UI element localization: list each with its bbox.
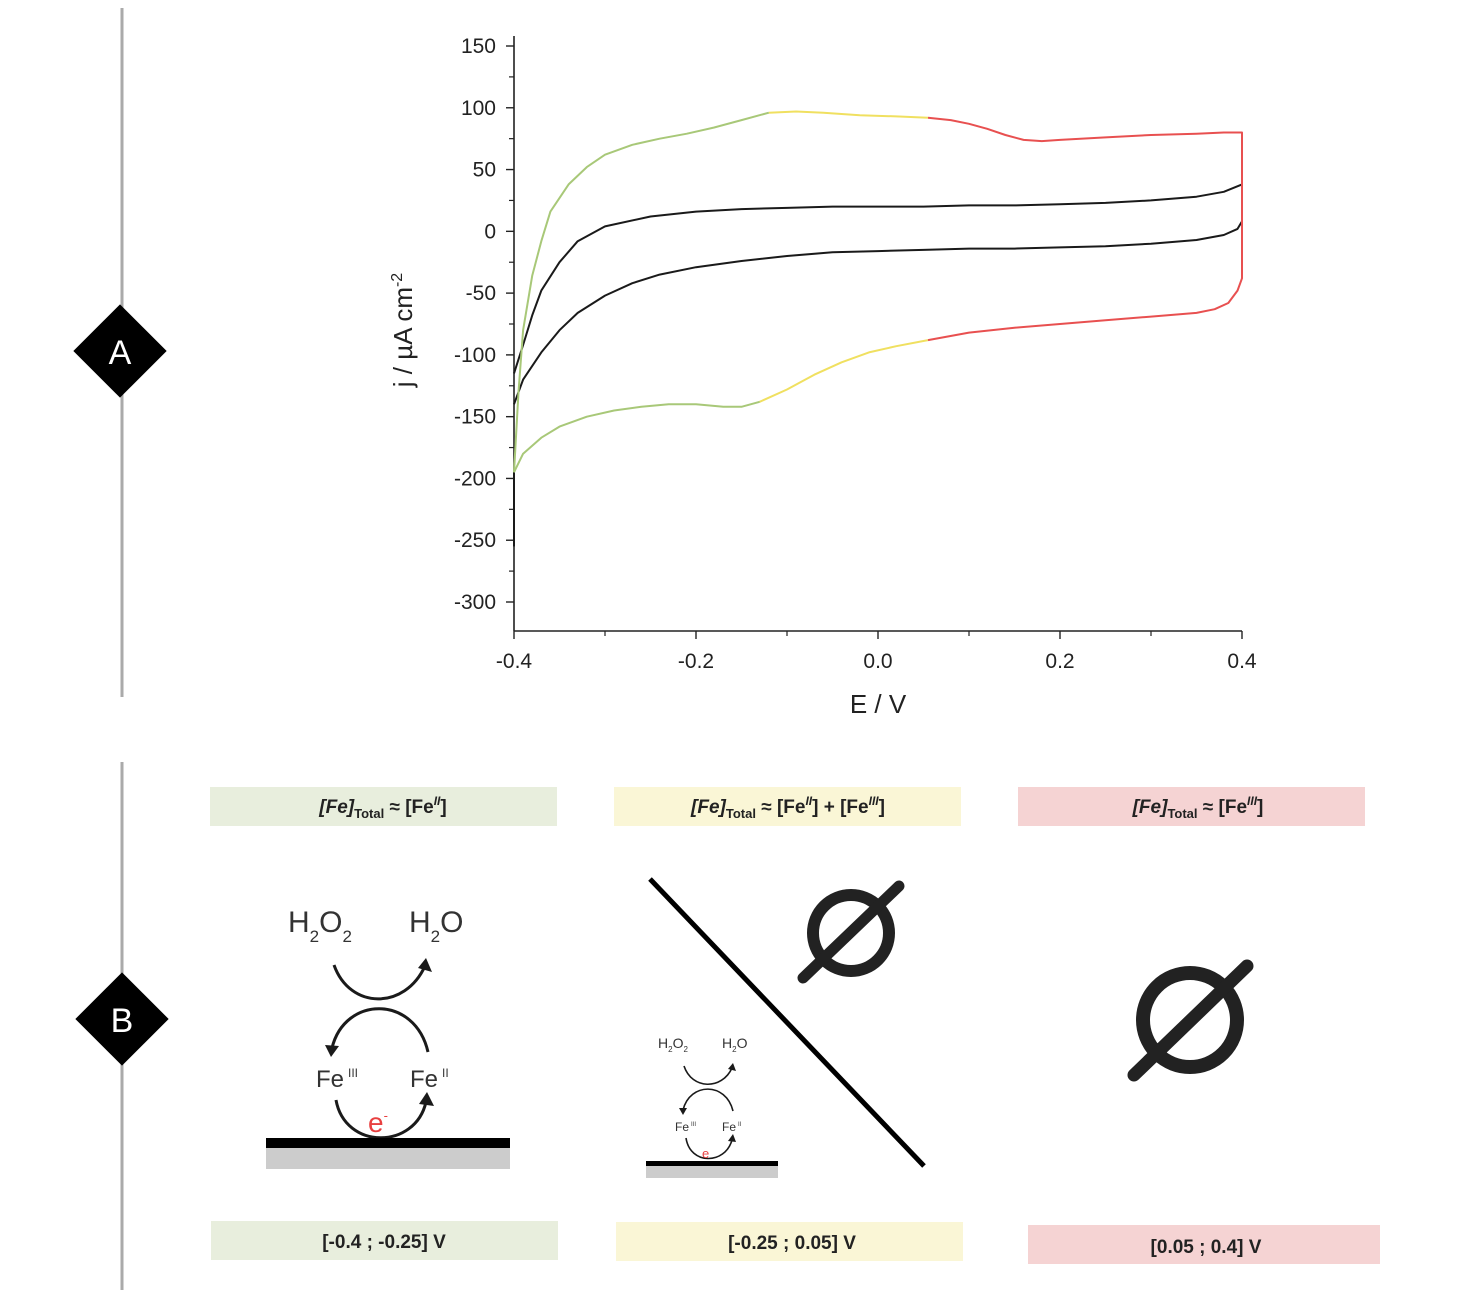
electrode-arc-small <box>685 1137 733 1160</box>
series-1-segment-3 <box>768 110 929 119</box>
x-tick-label: -0.2 <box>678 650 714 673</box>
empty-set-icon-large <box>1127 959 1254 1082</box>
x-tick-label: 0.2 <box>1045 650 1074 673</box>
panel-b-label: B <box>111 1002 134 1040</box>
series-1-segment-1 <box>759 339 929 403</box>
green-range-box: [-0.4 ; -0.25] V <box>211 1221 558 1260</box>
y-tick-label: 150 <box>461 35 496 58</box>
yellow-range-box: [-0.25 ; 0.05] V <box>616 1222 963 1261</box>
lower-arc-large <box>330 1007 430 1053</box>
y-tick-label: -150 <box>454 406 496 429</box>
upper-arc-large <box>332 964 427 1001</box>
panel-a-badge: A <box>73 304 167 398</box>
red-header-sup: III <box>1247 794 1258 808</box>
yellow-header-sup1: II <box>805 794 812 808</box>
y-tick-label: -200 <box>454 467 496 490</box>
y-tick-label: -100 <box>454 344 496 367</box>
x-tick-label: -0.4 <box>496 650 533 673</box>
h2o-label-large: H2O <box>409 906 463 946</box>
arrow-head-h2o-small <box>728 1063 736 1071</box>
series-1-segment-2 <box>927 116 1243 342</box>
arrow-head-h2o-large <box>418 958 432 972</box>
y-tick-label: 50 <box>473 159 496 182</box>
green-header-sub: Total <box>354 806 384 821</box>
h2o-label-small: H2O <box>722 1035 748 1054</box>
electron-label-small: e <box>702 1146 709 1161</box>
fenton-scheme-large: H2O2 H2O Fe III Fe II e- <box>266 906 510 1169</box>
red-header-fe: [Fe] <box>1132 797 1169 818</box>
red-range-box: [0.05 ; 0.4] V <box>1028 1225 1380 1264</box>
yellow-header-mid: ≈ [Fe <box>756 797 806 818</box>
red-header-end: ] <box>1257 797 1263 818</box>
cv-chart: -0.4 -0.2 0.0 0.2 0.4 150 100 50 0 -50 -100 -150 -20… <box>388 35 1257 719</box>
yellow-header-sup2: III <box>869 794 880 808</box>
series-0-segment-0 <box>513 183 1243 405</box>
y-axis-title: j / µA cm-2 <box>388 273 418 389</box>
yellow-range-label: [-0.25 ; 0.05] V <box>728 1233 856 1254</box>
arrow-head-fe2-small <box>728 1134 736 1142</box>
h2o2-label-small: H2O2 <box>658 1035 688 1054</box>
svg-text:[Fe]Total ≈ [FeIII]: [Fe]Total ≈ [FeIII] <box>1132 794 1264 821</box>
series-1-segment-0 <box>513 400 760 473</box>
y-tick-label: -300 <box>454 591 496 614</box>
electrode-surface-small <box>646 1161 778 1166</box>
svg-text:[Fe]Total ≈ [FeII] + [FeIII]: [Fe]Total ≈ [FeII] + [FeIII] <box>690 794 885 821</box>
y-tick-label: -50 <box>466 282 496 305</box>
electrode-base-large <box>266 1148 510 1169</box>
electrode-surface-large <box>266 1138 510 1148</box>
red-range-label: [0.05 ; 0.4] V <box>1151 1237 1262 1258</box>
svg-text:j / µA cm-2: j / µA cm-2 <box>388 273 418 389</box>
upper-arc-small <box>683 1065 733 1085</box>
panel-b-badge: B <box>75 972 169 1066</box>
series-1-segment-4 <box>513 111 770 473</box>
green-header-box: [Fe]Total ≈ [FeII] <box>210 787 557 826</box>
electrode-base-small <box>646 1166 778 1178</box>
yellow-header-sub: Total <box>726 806 756 821</box>
electrode-arc-large <box>334 1099 428 1140</box>
fenton-scheme-small: H2O2 H2O Fe III Fe II e <box>646 1035 778 1178</box>
green-header-fe: [Fe] <box>318 797 355 818</box>
fe3-label-large: Fe III <box>316 1066 358 1093</box>
fe2-label-large: Fe II <box>410 1066 449 1093</box>
arrow-head-fe3-small <box>679 1108 687 1115</box>
svg-text:[Fe]Total ≈ [FeII]: [Fe]Total ≈ [FeII] <box>318 794 446 821</box>
panel-a-label: A <box>109 334 132 372</box>
yellow-header-end: ] <box>879 797 885 818</box>
yellow-header-fe: [Fe] <box>690 797 727 818</box>
fe2-label-small: Fe II <box>722 1120 742 1134</box>
arrow-head-fe3-large <box>325 1045 339 1057</box>
yellow-header-box: [Fe]Total ≈ [FeII] + [FeIII] <box>614 787 961 826</box>
y-axis-title-main: j / µA cm <box>388 287 418 388</box>
y-tick-label: 100 <box>461 97 496 120</box>
lower-arc-small <box>682 1088 734 1112</box>
red-header-sub: Total <box>1167 806 1197 821</box>
red-header-box: [Fe]Total ≈ [FeIII] <box>1018 787 1365 826</box>
x-axis-title: E / V <box>850 689 907 719</box>
green-range-label: [-0.4 ; -0.25] V <box>322 1232 446 1253</box>
green-header-rest: ≈ [Fe <box>384 797 434 818</box>
y-tick-label: -250 <box>454 529 496 552</box>
electron-label-large: e- <box>368 1107 388 1138</box>
chart-series <box>513 110 1243 547</box>
green-header-sup: II <box>434 794 441 808</box>
empty-set-icon-small <box>797 880 905 984</box>
y-tick-label: 0 <box>484 220 496 243</box>
yellow-header-mid2: ] + [Fe <box>812 797 868 818</box>
y-axis-title-sup: -2 <box>389 273 406 287</box>
red-header-rest: ≈ [Fe <box>1198 797 1248 818</box>
chart-axes: -0.4 -0.2 0.0 0.2 0.4 150 100 50 0 -50 -100 -150 -20… <box>454 35 1257 673</box>
x-tick-label: 0.4 <box>1227 650 1257 673</box>
green-header-end: ] <box>440 797 446 818</box>
diagonal-divider <box>648 877 926 1168</box>
arrow-head-fe2-large <box>419 1092 434 1106</box>
x-tick-label: 0.0 <box>863 650 892 673</box>
fe3-label-small: Fe III <box>675 1120 696 1134</box>
h2o2-label-large: H2O2 <box>288 906 352 946</box>
